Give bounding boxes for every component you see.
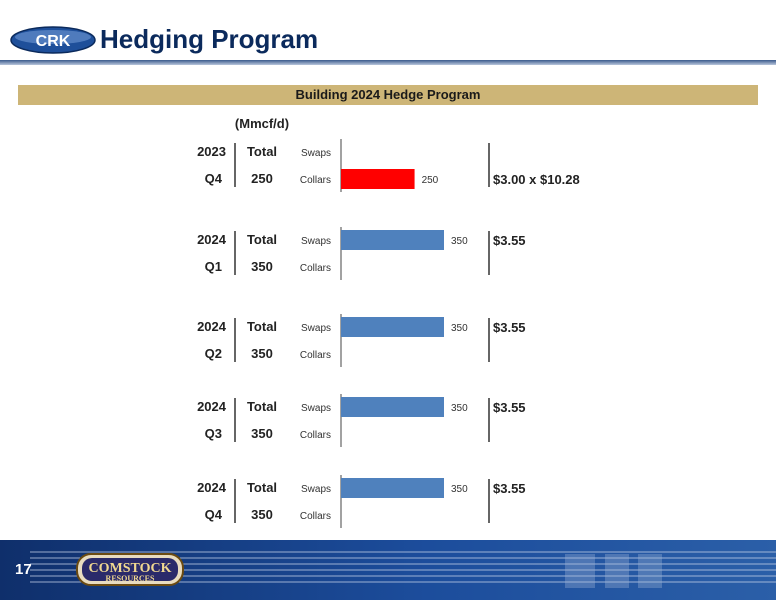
category-label: Swaps bbox=[301, 323, 331, 334]
unit-label: (Mmcf/d) bbox=[235, 116, 289, 131]
category-label: Swaps bbox=[301, 148, 331, 159]
group-quarter: Q2 bbox=[205, 346, 222, 361]
group-year: 2024 bbox=[197, 399, 227, 414]
category-label: Collars bbox=[300, 430, 331, 441]
swaps-bar bbox=[341, 478, 444, 498]
data-label: 350 bbox=[451, 236, 468, 247]
collars-bar bbox=[341, 169, 415, 189]
swaps-bar bbox=[341, 317, 444, 337]
swaps-bar bbox=[341, 230, 444, 250]
group-quarter: Q3 bbox=[205, 426, 222, 441]
total-header: Total bbox=[247, 232, 277, 247]
category-label: Collars bbox=[300, 511, 331, 522]
total-header: Total bbox=[247, 399, 277, 414]
total-value: 250 bbox=[251, 171, 273, 186]
total-header: Total bbox=[247, 480, 277, 495]
category-label: Collars bbox=[300, 263, 331, 274]
page-number: 17 bbox=[15, 561, 32, 578]
group-quarter: Q4 bbox=[205, 171, 223, 186]
total-value: 350 bbox=[251, 346, 273, 361]
price-label: $3.55 bbox=[493, 233, 526, 248]
price-label: $3.55 bbox=[493, 400, 526, 415]
total-header: Total bbox=[247, 144, 277, 159]
category-label: Collars bbox=[300, 175, 331, 186]
category-label: Swaps bbox=[301, 236, 331, 247]
comstock-logo-top: COMSTOCK bbox=[89, 561, 172, 576]
group-year: 2024 bbox=[197, 319, 227, 334]
group-year: 2023 bbox=[197, 144, 226, 159]
total-value: 350 bbox=[251, 426, 273, 441]
total-value: 350 bbox=[251, 259, 273, 274]
category-label: Collars bbox=[300, 350, 331, 361]
swaps-bar bbox=[341, 397, 444, 417]
group-year: 2024 bbox=[197, 232, 227, 247]
crk-logo: CRK bbox=[10, 26, 96, 54]
data-label: 350 bbox=[451, 403, 468, 414]
hedge-chart: (Mmcf/d) 2023 Q4 Total 250 Swaps Collars 250 $3… bbox=[197, 116, 580, 528]
comstock-logo: COMSTOCK RESOURCES bbox=[76, 553, 184, 586]
total-header: Total bbox=[247, 319, 277, 334]
group-year: 2024 bbox=[197, 480, 227, 495]
group-quarter: Q4 bbox=[205, 507, 223, 522]
category-label: Swaps bbox=[301, 484, 331, 495]
price-label: $3.55 bbox=[493, 320, 526, 335]
total-value: 350 bbox=[251, 507, 273, 522]
category-label: Swaps bbox=[301, 403, 331, 414]
price-label: $3.00 x $10.28 bbox=[493, 172, 580, 187]
data-label: 350 bbox=[451, 484, 468, 495]
page-title: Hedging Program bbox=[100, 24, 319, 54]
comstock-logo-bottom: RESOURCES bbox=[106, 574, 155, 583]
group-quarter: Q1 bbox=[205, 259, 222, 274]
price-label: $3.55 bbox=[493, 481, 526, 496]
chart-banner: Building 2024 Hedge Program bbox=[18, 85, 758, 105]
crk-logo-text: CRK bbox=[36, 33, 71, 50]
data-label: 250 bbox=[422, 175, 439, 186]
data-label: 350 bbox=[451, 323, 468, 334]
header-divider bbox=[0, 60, 776, 65]
